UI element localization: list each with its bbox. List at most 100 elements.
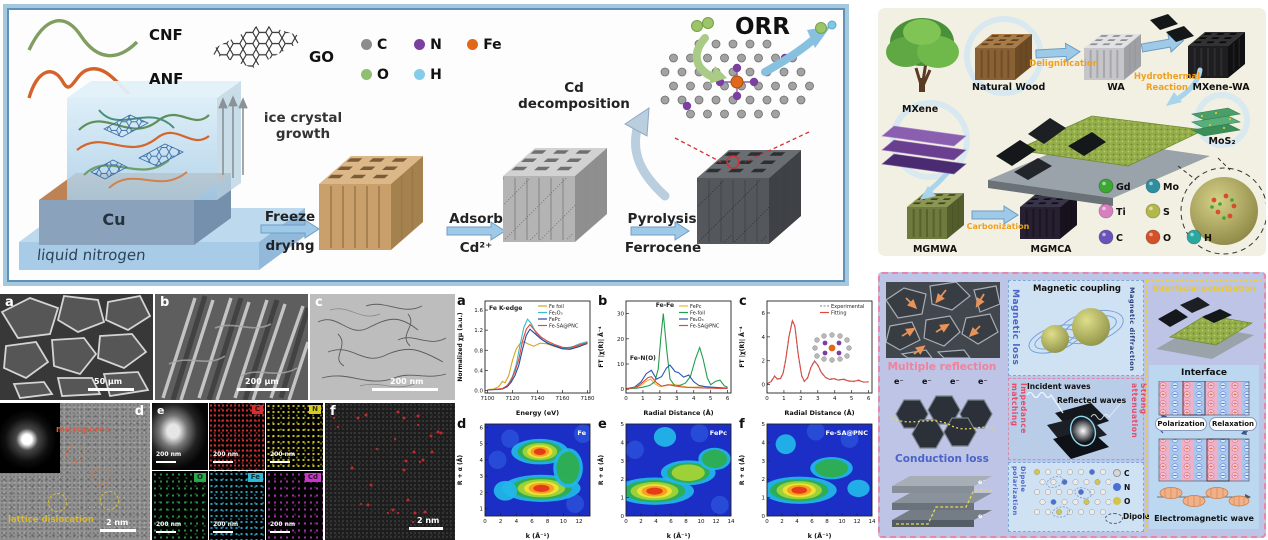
legend-item-o: O [361, 68, 409, 82]
svg-text:0: 0 [624, 396, 628, 402]
scale-label-d: 2 nm [106, 518, 129, 527]
orr-in-arrow [692, 34, 727, 84]
mxene-flakes-top [1150, 14, 1194, 42]
cd-adsorbed-scaffold-cube [503, 148, 607, 242]
magnetic-loss-label: Magnetic loss [1010, 289, 1020, 366]
scale-bar-e2 [213, 461, 233, 463]
scale-label-e5: 200 nm [213, 521, 239, 528]
eds-map-fe: Fe 200 nm [209, 471, 265, 540]
single-atom-dots [332, 410, 443, 524]
step3-bottom-label: Ferrocene [624, 240, 702, 256]
step1-bottom-label: drying [265, 238, 315, 254]
scale-label-b: 200 µm [245, 377, 279, 386]
svg-text:Radial Distance (Å): Radial Distance (Å) [643, 408, 713, 417]
svg-text:Normalized χμ (a.u.): Normalized χμ (a.u.) [457, 312, 464, 381]
svg-text:1: 1 [641, 396, 645, 402]
mxene-label: MXene [902, 104, 939, 115]
svg-text:2: 2 [780, 519, 784, 525]
mgmwa-cube [907, 193, 964, 239]
electron-label-2: e⁻ [922, 377, 932, 386]
xanes-chart: 7100 7120 7140 7160 7180 0.0 0.4 0.8 1.2 1.6 Energ… [457, 300, 595, 417]
svg-text:Energy (eV): Energy (eV) [516, 409, 559, 417]
anf-label: ANF [149, 70, 184, 88]
o2-molecule-icon [691, 17, 714, 32]
eds-map-o: O 200 nm [152, 471, 208, 540]
scale-bar-e3 [270, 461, 290, 463]
dipole-cell: Dipole polarization C N O Dipoles [1008, 462, 1154, 532]
svg-text:10: 10 [698, 519, 705, 525]
chart-letter-c: c [739, 294, 747, 309]
svg-text:4: 4 [692, 396, 696, 402]
annotation-lattice-dislocation: lattice dislocation [8, 515, 94, 525]
strong-attenuation-label: Strong attenuation [1130, 383, 1148, 439]
interfacial-column: Interfacial polarization Interface [1146, 280, 1262, 532]
eds-label-o: O [194, 473, 206, 482]
svg-text:14: 14 [728, 519, 735, 525]
interface-label: Interface [1180, 368, 1228, 378]
mgmca-cube [1020, 193, 1077, 239]
em-wave-art [1157, 487, 1251, 507]
scale-label-e2: 200 nm [213, 451, 239, 458]
svg-text:Fe-N(O): Fe-N(O) [630, 355, 656, 362]
natural-wood-cube [975, 34, 1032, 80]
cd-decomposition-line1: Cd [564, 80, 584, 96]
microsphere-inset [1177, 157, 1266, 255]
svg-text:12: 12 [576, 519, 583, 525]
tree-icon [886, 18, 959, 92]
svg-text:4: 4 [621, 440, 625, 446]
svg-text:FT |χ(R)| Å⁻⁴: FT |χ(R)| Å⁻⁴ [598, 326, 605, 368]
svg-text:2: 2 [799, 396, 803, 402]
legend-h-label: H [1204, 233, 1212, 244]
svg-text:4: 4 [654, 519, 658, 525]
ice-growth-arrows [218, 95, 248, 178]
scale-bar-f [409, 527, 443, 530]
chart-cell-e: e 0 2 4 6 8 10 12 14 0 1 2 3 4 5 k (Å⁻¹) R + α (Å) FePc [596, 417, 737, 540]
legend-item-h: H [414, 68, 462, 82]
spectroscopy-panel: a 7100 7120 7140 7160 7180 0.0 0.4 0.8 1.2 1.6 Ene… [455, 294, 878, 540]
pyrolyzed-carbon-cube [697, 150, 801, 244]
haadf-image-f: f 2 nm [325, 403, 455, 540]
cu-label: Cu [102, 210, 126, 229]
magnetic-coupling-label: Magnetic coupling [1032, 284, 1122, 294]
sem-image-b: b 200 µm [155, 294, 308, 400]
step2-bottom-label: Cd²⁺ [459, 240, 493, 256]
synthesis-scheme-art [19, 17, 837, 270]
wood-legend-balls [1098, 178, 1202, 245]
chart-letter-f: f [739, 417, 745, 432]
svg-text:Fe: Fe [577, 429, 586, 437]
svg-text:Fe₂O₃: Fe₂O₃ [690, 317, 704, 323]
svg-text:1: 1 [480, 507, 484, 513]
svg-text:R + α (Å): R + α (Å) [598, 455, 605, 485]
dipole-legend-n: N [1113, 483, 1130, 492]
svg-text:10: 10 [560, 519, 567, 525]
chart-cell-f: f 0 2 4 6 8 10 12 14 0 1 2 3 4 5 k (Å⁻¹) R + α (Å) Fe-SA… [737, 417, 878, 540]
svg-text:1: 1 [621, 496, 625, 502]
svg-text:2: 2 [621, 477, 625, 483]
wood-composite-panel: Natural Wood WA MXene-WA Delignification… [878, 8, 1266, 256]
sem-image-a: a 50 µm [0, 294, 153, 400]
svg-text:7140: 7140 [531, 396, 545, 402]
svg-text:10: 10 [617, 362, 624, 368]
magnetic-coupling-art [1028, 308, 1124, 354]
scale-bar-e1 [156, 461, 176, 463]
scale-bar-b [237, 388, 289, 391]
fe-n4-graphene-cluster [660, 39, 814, 119]
svg-text:Fe₂O₃: Fe₂O₃ [549, 311, 563, 317]
tem-image-c: c 200 nm [310, 294, 455, 400]
anf-fiber-curve [27, 67, 131, 99]
svg-text:e⁻: e⁻ [978, 478, 986, 486]
conduction-loss-label: Conduction loss [895, 453, 989, 465]
magnetic-diffraction-label: Magnetic diffraction [1128, 287, 1136, 372]
svg-text:4: 4 [762, 440, 766, 446]
attenuation-cube-art [1026, 391, 1122, 459]
impedance-cell: Impedance matching Incident waves Reflec… [1008, 378, 1148, 460]
eds-label-c: C [251, 405, 263, 414]
svg-text:0: 0 [762, 514, 766, 520]
dipoles-icon [1105, 513, 1123, 524]
svg-text:10: 10 [839, 519, 846, 525]
svg-text:4: 4 [762, 335, 766, 341]
saed-inset [0, 403, 60, 473]
go-flakes-in-ice [90, 114, 184, 180]
legend-item-n: N [414, 38, 462, 52]
svg-text:6: 6 [762, 311, 766, 317]
